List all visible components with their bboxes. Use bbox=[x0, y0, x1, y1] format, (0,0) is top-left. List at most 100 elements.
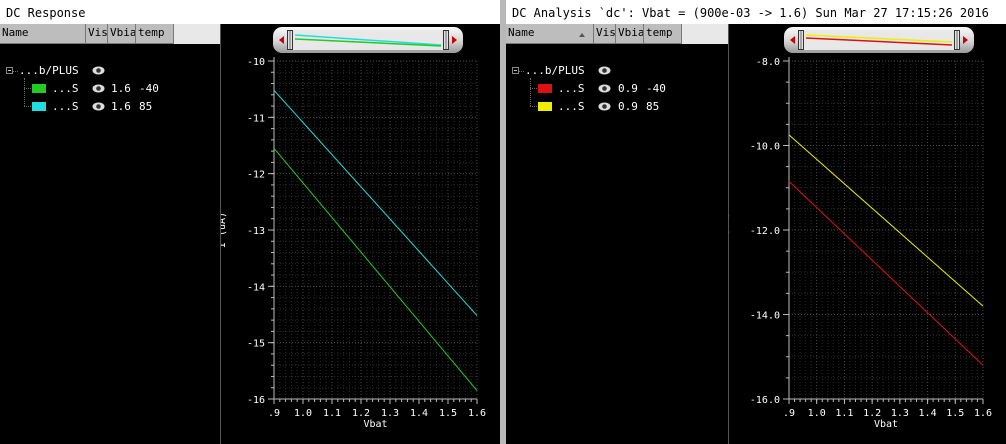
left-row1-vbias: 1.6 bbox=[111, 82, 131, 95]
right-group-expander[interactable] bbox=[512, 67, 519, 74]
x-tick-label: 1.1 bbox=[835, 408, 853, 419]
right-plot-area[interactable]: .9 1.0 1.1 1.2 1.3 1.4 1.5 1.6 -8.0 -10.0 -12.0 -14… bbox=[729, 44, 1006, 444]
left-row1-temp: -40 bbox=[139, 82, 159, 95]
left-group-label: ...b/PLUS bbox=[19, 64, 79, 77]
tree-line bbox=[519, 71, 524, 72]
tree-line bbox=[530, 78, 531, 106]
y-tick-label: -16 bbox=[247, 395, 265, 406]
x-tick-label: 1.3 bbox=[381, 408, 399, 419]
left-col-name[interactable]: Name bbox=[0, 24, 86, 44]
scroll-right-arrow-icon[interactable] bbox=[963, 36, 968, 44]
trace-color-swatch bbox=[538, 84, 552, 93]
eye-icon[interactable] bbox=[598, 84, 611, 93]
tree-line bbox=[24, 78, 25, 106]
legend-divider bbox=[728, 24, 729, 444]
tree-line bbox=[24, 106, 31, 107]
left-row2-temp: 85 bbox=[139, 100, 153, 113]
x-tick-label: 1.3 bbox=[891, 408, 909, 419]
tree-line bbox=[530, 106, 537, 107]
scroll-left-arrow-icon[interactable] bbox=[790, 36, 795, 44]
right-col-temp[interactable]: temp bbox=[644, 24, 682, 44]
scroll-grip-right[interactable] bbox=[954, 30, 960, 50]
left-header-filler bbox=[174, 24, 220, 44]
x-tick-label: 1.1 bbox=[323, 408, 341, 419]
panel-separator[interactable] bbox=[500, 0, 506, 444]
right-row2-temp: 85 bbox=[646, 100, 660, 113]
x-axis-label: Vbat bbox=[363, 419, 387, 430]
eye-icon[interactable] bbox=[598, 102, 611, 111]
scroll-right-arrow-icon[interactable] bbox=[452, 36, 457, 44]
eye-icon[interactable] bbox=[598, 66, 611, 75]
y-tick-label: -10.0 bbox=[750, 142, 780, 153]
scroll-grip-left[interactable] bbox=[798, 30, 804, 50]
sort-asc-icon[interactable] bbox=[579, 33, 585, 37]
right-col-name[interactable]: Name bbox=[506, 24, 594, 44]
series-line-1 bbox=[788, 181, 984, 366]
overview-thumbnail bbox=[805, 34, 953, 46]
eye-icon[interactable] bbox=[92, 84, 105, 93]
y-tick-label: -16.0 bbox=[750, 395, 780, 406]
zoom-scrollbar[interactable] bbox=[784, 27, 974, 53]
x-tick-label: .9 bbox=[783, 408, 795, 419]
y-axis-label: I (uA) bbox=[221, 212, 228, 248]
left-window-title: DC Response bbox=[0, 0, 500, 24]
tree-line bbox=[530, 88, 537, 89]
trace-color-swatch bbox=[538, 102, 552, 111]
left-row2-name[interactable]: ...S bbox=[52, 100, 79, 113]
x-tick-label: 1.4 bbox=[410, 408, 428, 419]
legend-divider bbox=[220, 24, 221, 444]
x-tick-label: .9 bbox=[268, 408, 280, 419]
x-tick-label: 1.0 bbox=[808, 408, 826, 419]
x-axis-label: Vbat bbox=[874, 419, 898, 430]
y-tick-label: -12 bbox=[247, 170, 265, 181]
zoom-scrollbar[interactable] bbox=[273, 27, 463, 53]
right-panel: DC Analysis `dc': Vbat = (900e-03 -> 1.6… bbox=[506, 0, 1006, 444]
y-tick-label: -13 bbox=[247, 226, 265, 237]
y-tick-label: -11 bbox=[247, 113, 265, 124]
left-row1-name[interactable]: ...S bbox=[52, 82, 79, 95]
tree-line bbox=[13, 71, 18, 72]
right-row2-name[interactable]: ...S bbox=[558, 100, 585, 113]
series-line-0 bbox=[273, 89, 478, 316]
y-tick-label: -12.0 bbox=[750, 226, 780, 237]
x-tick-label: 1.6 bbox=[974, 408, 992, 419]
x-tick-label: 1.0 bbox=[294, 408, 312, 419]
scroll-thumb[interactable] bbox=[798, 30, 960, 50]
x-tick-label: 1.6 bbox=[468, 408, 486, 419]
trace-color-swatch bbox=[32, 84, 46, 93]
tree-line bbox=[24, 88, 31, 89]
right-col-vis[interactable]: Vis bbox=[594, 24, 616, 44]
left-col-vbias[interactable]: Vbias bbox=[108, 24, 136, 44]
series-line-0 bbox=[788, 134, 984, 307]
left-row2-vbias: 1.6 bbox=[111, 100, 131, 113]
left-col-temp[interactable]: temp bbox=[136, 24, 174, 44]
scroll-grip-left[interactable] bbox=[287, 30, 293, 50]
y-tick-label: -15 bbox=[247, 339, 265, 350]
y-axis-label: I (uA) bbox=[729, 212, 731, 248]
x-tick-label: 1.2 bbox=[352, 408, 370, 419]
x-tick-label: 1.4 bbox=[919, 408, 937, 419]
y-tick-label: -14.0 bbox=[750, 311, 780, 322]
scroll-grip-right[interactable] bbox=[443, 30, 449, 50]
trace-color-swatch bbox=[32, 102, 46, 111]
right-row1-name[interactable]: ...S bbox=[558, 82, 585, 95]
left-group-expander[interactable] bbox=[6, 67, 13, 74]
scroll-left-arrow-icon[interactable] bbox=[279, 36, 284, 44]
x-tick-label: 1.5 bbox=[439, 408, 457, 419]
x-tick-label: 1.5 bbox=[946, 408, 964, 419]
eye-icon[interactable] bbox=[92, 102, 105, 111]
right-header-filler bbox=[682, 24, 728, 44]
x-tick-label: 1.2 bbox=[863, 408, 881, 419]
right-row2-vbias: 0.9 bbox=[618, 100, 638, 113]
eye-icon[interactable] bbox=[92, 66, 105, 75]
right-row1-temp: -40 bbox=[646, 82, 666, 95]
y-tick-label: -10 bbox=[247, 57, 265, 68]
y-tick-label: -8.0 bbox=[756, 57, 780, 68]
y-tick-label: -14 bbox=[247, 282, 265, 293]
series-line-1 bbox=[273, 147, 478, 391]
left-plot-area[interactable]: .9 1.0 1.1 1.2 1.3 1.4 1.5 1.6 -10 -11 -12 -13 -14 -1… bbox=[221, 44, 500, 444]
right-col-vbias[interactable]: Vbias bbox=[616, 24, 644, 44]
left-col-vis[interactable]: Vis bbox=[86, 24, 108, 44]
left-panel: DC Response Name Vis Vbias temp ...b/PLU… bbox=[0, 0, 500, 444]
right-window-title: DC Analysis `dc': Vbat = (900e-03 -> 1.6… bbox=[506, 0, 1006, 24]
